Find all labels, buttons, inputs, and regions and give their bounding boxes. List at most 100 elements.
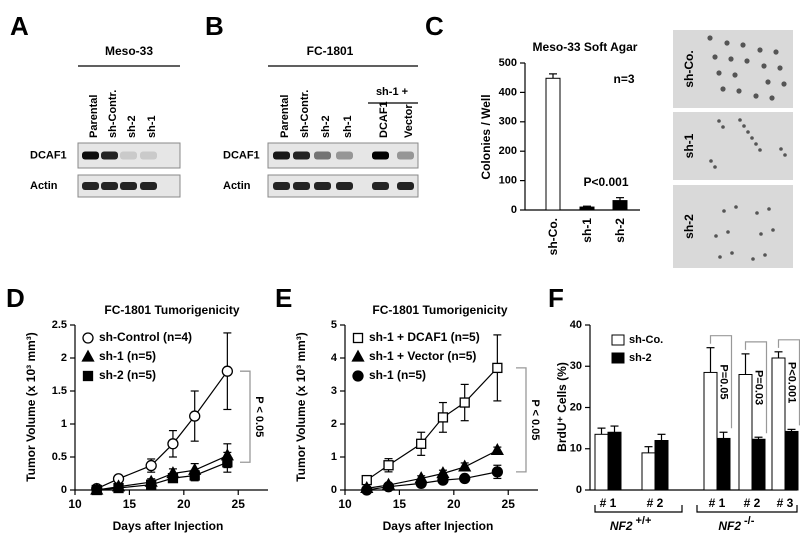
- marker: [383, 460, 394, 471]
- marker: [459, 472, 471, 485]
- chart-title: Meso-33 Soft Agar: [533, 40, 638, 54]
- band: [293, 151, 310, 160]
- micrograph-label: sh-Co.: [682, 50, 696, 87]
- legend-marker: [352, 370, 364, 382]
- cell: [742, 124, 746, 128]
- y-axis-label: Tumor Volume (x 10³ mm³): [24, 332, 38, 482]
- cell: [724, 40, 730, 46]
- x-tick-label: 15: [123, 497, 137, 511]
- legend-marker: [351, 349, 365, 362]
- band: [82, 151, 99, 160]
- marker: [458, 459, 472, 472]
- micrograph: [673, 112, 793, 180]
- error-bar: [657, 433, 666, 441]
- cell: [767, 207, 771, 211]
- cell: [763, 253, 767, 257]
- y-tick-label: 0: [61, 484, 67, 496]
- blot-title: FC-1801: [307, 44, 354, 58]
- band: [293, 182, 310, 190]
- lane-label: DCAF1: [378, 101, 390, 138]
- micrograph-label: sh-2: [682, 214, 696, 239]
- cell: [738, 118, 742, 122]
- bar: [703, 371, 718, 491]
- marker: [91, 484, 102, 496]
- band: [314, 182, 331, 190]
- chart-title: FC-1801 Tumorigenicity: [104, 303, 239, 317]
- panel-label: E: [275, 283, 292, 313]
- legend-label: sh-Co.: [629, 334, 663, 346]
- cell: [730, 251, 734, 255]
- cell: [779, 147, 783, 151]
- marker: [491, 466, 504, 478]
- cell: [759, 232, 763, 236]
- y-tick-label: 4: [331, 352, 338, 364]
- bar: [607, 431, 622, 491]
- error-bar: [706, 347, 715, 373]
- x-tick-label: # 2: [647, 496, 664, 510]
- cell: [726, 230, 730, 234]
- y-axis-label: Tumor Volume (x 10³ mm³): [294, 332, 308, 482]
- legend-label: sh-Control (n=4): [99, 330, 192, 344]
- band: [336, 182, 353, 190]
- legend-label: sh-1 + Vector (n=5): [369, 349, 476, 363]
- error-bar: [610, 425, 619, 433]
- panel-label: A: [10, 11, 29, 41]
- cell: [718, 255, 722, 259]
- y-tick-label: 500: [499, 57, 517, 69]
- micrograph-label: sh-1: [682, 133, 696, 158]
- x-axis-label: Days after Injection: [113, 519, 224, 533]
- marker: [167, 438, 179, 450]
- significance-bracket: [744, 341, 768, 434]
- y-tick-label: 5: [331, 319, 337, 331]
- marker: [221, 365, 234, 377]
- x-tick-label: sh-2: [613, 218, 627, 243]
- x-tick-label: # 2: [744, 496, 761, 510]
- lane-label: sh-Contr.: [299, 90, 311, 138]
- marker: [361, 484, 373, 496]
- band: [120, 151, 137, 160]
- cell: [769, 95, 775, 101]
- bar: [784, 430, 799, 491]
- significance-bracket: [240, 370, 251, 463]
- x-tick-label: 20: [177, 497, 191, 511]
- cell: [765, 79, 771, 85]
- error-bar: [719, 431, 728, 439]
- cell: [744, 58, 750, 64]
- cell: [712, 54, 718, 60]
- marker: [437, 474, 449, 486]
- y-tick-label: 3: [331, 385, 337, 397]
- y-tick-label: 0: [511, 204, 517, 216]
- x-tick-label: # 1: [709, 496, 726, 510]
- x-axis-label: Days after Injection: [383, 519, 494, 533]
- cell: [713, 165, 717, 169]
- row-label: Actin: [223, 180, 251, 192]
- cell: [755, 211, 759, 215]
- cell: [773, 49, 779, 55]
- marker: [146, 479, 157, 490]
- cell: [750, 136, 754, 140]
- legend-marker: [82, 370, 94, 382]
- annotation: P<0.001: [786, 362, 798, 403]
- x-tick-label: 10: [68, 497, 82, 511]
- x-tick-label: sh-1: [580, 218, 594, 243]
- annotation: n=3: [613, 72, 634, 86]
- x-tick-label: 15: [393, 497, 407, 511]
- row-label: DCAF1: [30, 149, 67, 161]
- legend-marker: [352, 332, 364, 344]
- marker: [167, 472, 179, 484]
- y-tick-label: 2: [331, 418, 337, 430]
- y-tick-label: 10: [570, 443, 582, 455]
- panel-label: C: [425, 11, 444, 41]
- group-genotype: -/-: [744, 515, 755, 527]
- band: [397, 182, 414, 190]
- x-tick-label: sh-Co.: [546, 218, 560, 255]
- marker: [492, 362, 503, 374]
- y-tick-label: 300: [499, 116, 517, 128]
- band: [372, 182, 389, 190]
- group-gene: NF2: [718, 519, 741, 533]
- annotation: P=0.03: [753, 370, 765, 405]
- cell: [761, 63, 767, 69]
- y-tick-label: 0.5: [52, 451, 67, 463]
- annotation: P<0.001: [583, 175, 628, 189]
